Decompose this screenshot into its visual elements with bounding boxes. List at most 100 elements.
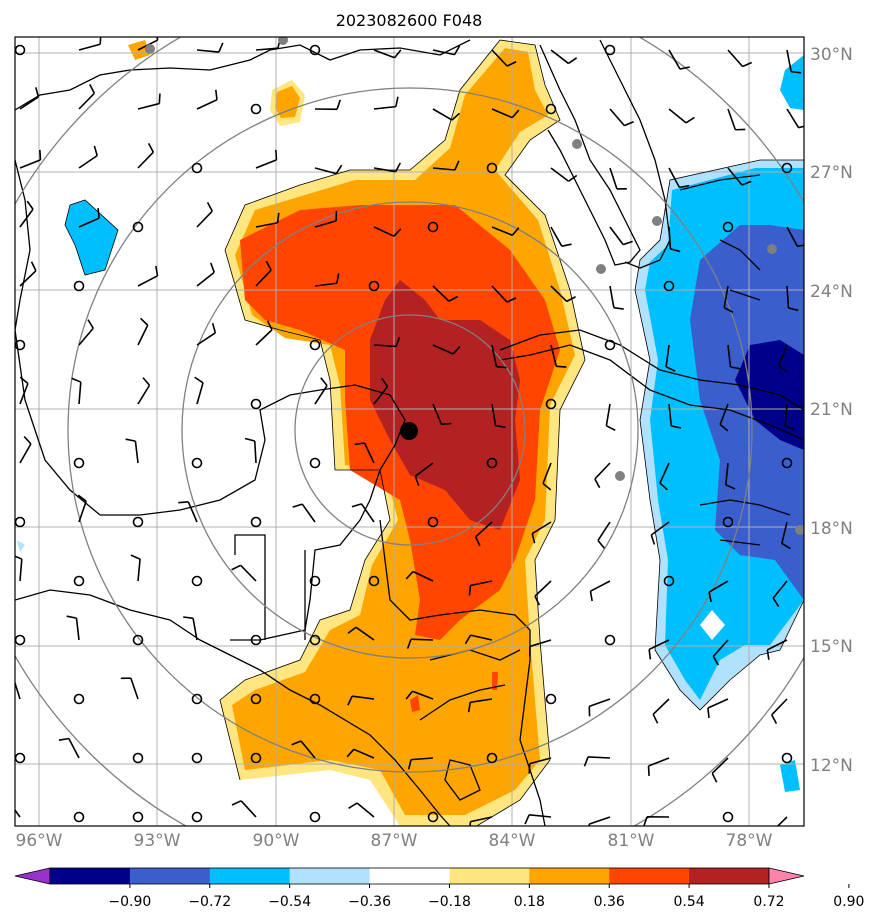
barb-flag (265, 260, 272, 271)
wind-barb (250, 693, 262, 705)
barb-flag (130, 554, 141, 560)
wind-barb (643, 816, 670, 826)
wind-barb (78, 208, 100, 228)
wind-barb (191, 162, 203, 174)
barb-flag (647, 765, 650, 777)
barb-flag (336, 99, 341, 110)
barb-flag (781, 542, 791, 550)
wind-barb (250, 398, 262, 410)
wind-barb (255, 260, 272, 287)
wind-barb (491, 108, 520, 119)
lat-label: 18°N (810, 519, 853, 539)
barb-shaft (352, 695, 375, 700)
wind-barb (781, 162, 793, 174)
barb-shaft (75, 618, 80, 641)
barb-flag (597, 539, 605, 549)
barb-shaft (314, 385, 328, 405)
colorbar-cell (689, 868, 770, 884)
wind-barb (414, 462, 434, 486)
barb-shaft (78, 500, 87, 523)
wind-barb (711, 757, 729, 783)
lon-label: 93°W (134, 831, 181, 851)
barb-flag (393, 49, 402, 59)
wind-barb (309, 693, 321, 705)
calm-circle (427, 811, 439, 823)
barb-shaft (470, 816, 493, 823)
florida-east-coast (599, 39, 671, 269)
wind-barb (78, 319, 94, 346)
barb-flag (469, 821, 472, 826)
wind-barb (588, 698, 611, 717)
barb-flag (336, 273, 340, 284)
wind-barb (652, 698, 670, 724)
barb-flag (23, 435, 32, 445)
wind-barbs (0, 37, 804, 826)
barb-shaft (668, 226, 672, 250)
barb-flag (218, 42, 224, 53)
wind-barb (486, 457, 498, 469)
barb-shaft (19, 159, 41, 169)
barb-shaft (531, 521, 552, 535)
calm-circle (486, 457, 498, 469)
barb-shaft (609, 167, 618, 190)
barb-flag (643, 816, 648, 826)
barb-shaft (373, 226, 395, 237)
wind-barb (650, 521, 670, 545)
wind-barb (196, 89, 218, 110)
barb-flag (93, 145, 98, 156)
colorbar-tick-label: 0.72 (753, 894, 784, 910)
colorbar-tick-label: 0.54 (674, 894, 705, 910)
colorbar-tick-label: −0.72 (188, 894, 231, 910)
colorbar-cell (209, 868, 291, 884)
wind-barb (347, 626, 375, 641)
wind-barb (19, 200, 34, 228)
map-content (0, 37, 804, 826)
barb-shaft (353, 748, 375, 759)
barb-flag (679, 66, 690, 70)
wind-barb (668, 403, 682, 429)
calm-circle (663, 280, 675, 292)
barb-shaft (589, 698, 611, 708)
wind-barb (469, 816, 493, 826)
calm-circle (427, 516, 439, 528)
calm-circle (250, 752, 262, 764)
barb-shaft (412, 690, 434, 700)
wind-barb (15, 555, 23, 582)
calm-circle (73, 457, 85, 469)
barb-shaft (668, 167, 681, 188)
barb-flag (531, 533, 536, 544)
wind-barb (132, 811, 144, 823)
barb-shaft (314, 167, 337, 175)
barb-flag (194, 376, 204, 384)
barb-flag (741, 180, 752, 186)
wind-barb (354, 442, 375, 464)
barb-shaft (652, 698, 670, 715)
colorbar-cell (529, 868, 610, 884)
barb-flag (451, 112, 461, 121)
calm-circle (781, 752, 793, 764)
wind-barb (19, 149, 42, 169)
barb-shaft (529, 639, 552, 648)
barb-shaft (650, 521, 670, 536)
wind-barb (604, 634, 616, 646)
barb-shaft (15, 680, 21, 700)
barb-shaft (78, 43, 101, 51)
wind-barb (73, 280, 85, 292)
barb-shaft (609, 285, 615, 308)
wind-barb (183, 616, 198, 641)
lat-label: 15°N (810, 637, 853, 657)
barb-flag (561, 243, 572, 247)
calm-circle (309, 44, 321, 56)
barb-flag (0, 799, 7, 802)
barb-flag (622, 240, 633, 246)
wind-barb (346, 748, 375, 759)
barb-flag (568, 174, 578, 182)
wind-barb (244, 437, 257, 464)
wind-barb (58, 737, 80, 759)
cuba-north (499, 329, 804, 411)
contour-fill-neg018-ne (780, 55, 804, 110)
barb-shaft (475, 521, 493, 538)
wind-barb (719, 403, 729, 432)
wind-barb (542, 462, 552, 491)
wind-barb (178, 500, 198, 523)
